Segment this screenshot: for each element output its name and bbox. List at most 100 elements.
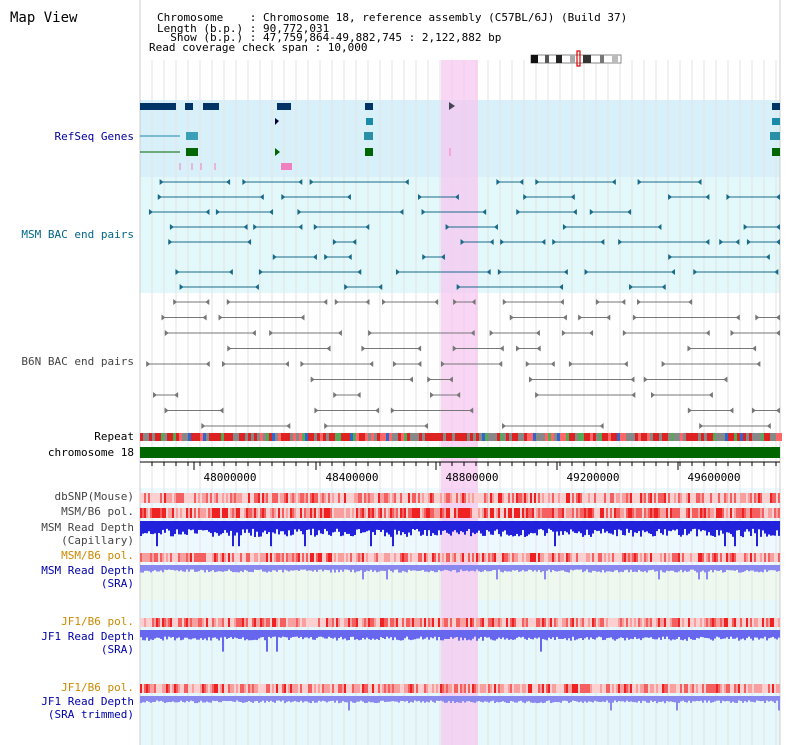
track-label-refseq[interactable]: RefSeq Genes	[54, 130, 134, 143]
pol-cell	[420, 618, 422, 627]
depth-bar	[568, 630, 570, 639]
depth-bar	[602, 696, 604, 702]
depth-bar	[300, 696, 302, 701]
depth-bar	[674, 521, 676, 531]
pol-cell	[146, 553, 148, 562]
pol-cell	[730, 553, 732, 562]
track-label-msm-depth-sra-2[interactable]: (SRA)	[100, 577, 134, 590]
pol-cell	[550, 618, 552, 627]
depth-bar	[200, 630, 202, 639]
track-label-repeat[interactable]: Repeat	[94, 430, 134, 443]
pol-cell	[444, 508, 446, 518]
pol-cell	[274, 618, 276, 627]
depth-bar	[366, 521, 368, 532]
depth-bar	[168, 630, 170, 637]
depth-bar	[680, 630, 682, 640]
depth-bar	[524, 521, 526, 537]
pol-cell	[496, 508, 498, 518]
pol-cell	[260, 684, 262, 693]
pol-cell	[488, 493, 490, 503]
depth-bar	[552, 565, 554, 571]
pol-cell	[258, 684, 260, 693]
depth-bar	[612, 696, 614, 703]
depth-bar	[166, 565, 168, 571]
depth-bar	[242, 696, 244, 703]
track-label-msm-b6-pol-2[interactable]: MSM/B6 pol.	[61, 549, 134, 562]
pol-cell	[160, 618, 162, 627]
pol-cell	[568, 493, 570, 503]
bac-end	[269, 209, 274, 215]
bac-end	[776, 407, 780, 414]
track-label-jf1-depth-trim-2[interactable]: (SRA trimmed)	[47, 708, 134, 721]
depth-bar	[242, 630, 244, 638]
depth-bar	[402, 696, 404, 701]
pol-cell	[492, 684, 494, 693]
pol-cell	[400, 508, 402, 518]
depth-bar	[314, 521, 316, 537]
pol-cell	[662, 493, 664, 503]
track-label-msm-depth-cap-2[interactable]: (Capillary)	[61, 534, 134, 547]
pol-cell	[516, 618, 518, 627]
pol-cell	[282, 618, 284, 627]
pol-cell	[186, 508, 188, 518]
pol-cell	[604, 618, 606, 627]
track-label-msm-depth-sra[interactable]: MSM Read Depth	[41, 564, 134, 577]
pol-cell	[332, 618, 334, 627]
depth-bar	[220, 630, 222, 638]
depth-bar	[342, 696, 344, 702]
pol-cell	[214, 684, 216, 693]
depth-bar	[366, 696, 368, 703]
track-label-chromosome[interactable]: chromosome 18	[47, 446, 134, 459]
repeat-cell	[488, 433, 491, 441]
pol-cell	[370, 508, 372, 518]
bac-end	[670, 269, 675, 275]
bac-end	[568, 361, 573, 367]
repeat-cell	[617, 433, 620, 441]
depth-bar	[310, 696, 312, 704]
pol-cell	[540, 553, 542, 562]
depth-bar	[170, 565, 172, 570]
pol-cell	[632, 618, 634, 627]
depth-bar	[556, 521, 558, 532]
track-label-jf1-depth-trim[interactable]: JF1 Read Depth	[41, 695, 134, 708]
track-label-jf1-b6-pol-2[interactable]: JF1/B6 pol.	[61, 681, 134, 694]
depth-bar	[256, 521, 258, 532]
pol-cell	[508, 618, 510, 627]
track-label-jf1-depth-sra-2[interactable]: (SRA)	[100, 643, 134, 656]
depth-bar	[200, 696, 202, 701]
pol-cell	[486, 508, 488, 518]
bac-end	[563, 269, 568, 275]
pol-cell	[676, 508, 678, 518]
depth-bar	[714, 521, 716, 537]
depth-bar	[208, 521, 210, 532]
track-label-msm-b6-pol-1[interactable]: MSM/B6 pol.	[61, 505, 134, 518]
pol-cell	[486, 493, 488, 503]
depth-bar	[298, 565, 300, 571]
track-label-msm-depth-cap[interactable]: MSM Read Depth	[41, 521, 134, 534]
pol-cell	[374, 493, 376, 503]
pol-cell	[432, 553, 434, 562]
pol-cell	[678, 553, 680, 562]
depth-bar	[258, 696, 260, 703]
bac-end	[430, 392, 435, 398]
pol-cell	[334, 493, 336, 503]
depth-bar	[352, 630, 354, 637]
track-label-dbsnp[interactable]: dbSNP(Mouse)	[54, 490, 134, 503]
repeat-cell	[566, 433, 569, 441]
track-label-jf1-b6-pol-1[interactable]: JF1/B6 pol.	[61, 615, 134, 628]
depth-bar	[616, 521, 618, 537]
pol-cell	[194, 618, 196, 627]
track-label-jf1-depth-sra[interactable]: JF1 Read Depth	[41, 630, 134, 643]
depth-bar	[766, 521, 768, 537]
track-label-msm-bac[interactable]: MSM BAC end pairs	[21, 228, 134, 241]
depth-bar	[584, 565, 586, 572]
track-label-b6n-bac[interactable]: B6N BAC end pairs	[21, 355, 134, 368]
depth-bar	[692, 521, 694, 530]
bac-end	[489, 330, 494, 336]
depth-bar	[500, 630, 502, 639]
depth-bar	[594, 696, 596, 701]
pol-cell	[236, 508, 238, 518]
pol-cell	[468, 508, 470, 518]
depth-bar	[356, 630, 358, 640]
